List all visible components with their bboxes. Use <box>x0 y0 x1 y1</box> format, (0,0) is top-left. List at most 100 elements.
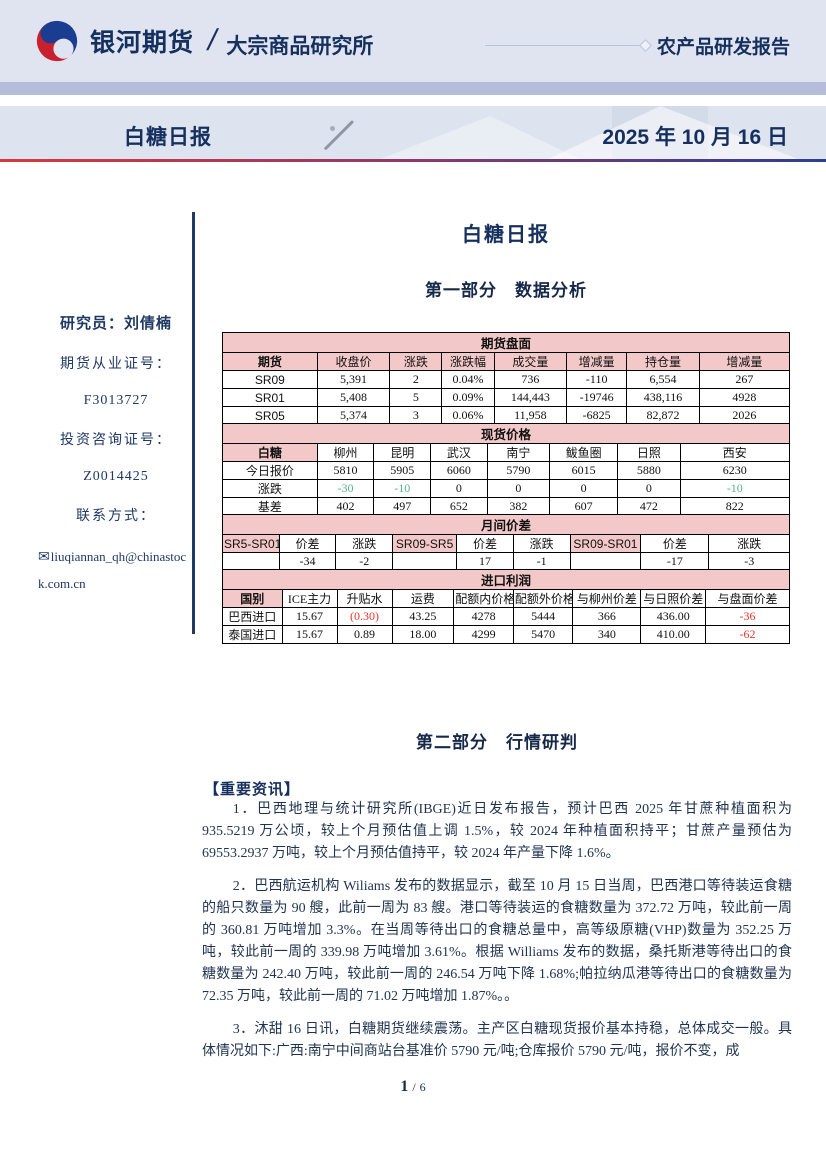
col-header: 增减量 <box>566 352 628 371</box>
col-header: 与日照价差 <box>640 589 707 608</box>
advisor-cert-number: Z0014425 <box>83 469 149 484</box>
cell: 0 <box>430 479 488 498</box>
cell: 0.06% <box>441 406 495 425</box>
col-header: 运费 <box>391 589 455 608</box>
report-title: 白糖日报 <box>124 126 212 149</box>
col-header: 收盘价 <box>316 352 391 371</box>
cell: 15.67 <box>281 625 338 644</box>
cell: -36 <box>705 607 790 626</box>
contract-name: SR01 <box>222 388 318 407</box>
futures-table: 期货盘面 期货 收盘价 涨跌 涨跌幅 成交量 增减量 持仓量 增减量 SR09 … <box>222 332 791 425</box>
col-header: 鲅鱼圈 <box>549 443 619 462</box>
col-header: 武汉 <box>430 443 488 462</box>
decorative-line <box>484 45 640 46</box>
col-header: 白糖 <box>222 443 318 462</box>
cell: -17 <box>640 552 710 571</box>
col-header: 涨跌 <box>389 352 443 371</box>
col-header: 与盘面价差 <box>705 589 790 608</box>
col-header: 期货 <box>222 352 318 371</box>
col-header: ICE主力 <box>281 589 338 608</box>
section2-title: 第二部分 行情研判 <box>416 733 578 752</box>
table-row: SR01 5,408 5 0.09% 144,443 -19746 438,11… <box>222 388 791 407</box>
table-row: SR09 5,391 2 0.04% 736 -110 6,554 267 <box>222 370 791 389</box>
page-title: 白糖日报 <box>462 224 550 246</box>
cell: 0 <box>617 479 681 498</box>
report-type-label: 农产品研发报告 <box>656 37 790 58</box>
cell: 4928 <box>698 388 791 407</box>
top-header: 银河期货 / 大宗商品研究所 农产品研发报告 <box>0 0 826 82</box>
brand-divider: / <box>204 24 220 57</box>
table-row: 泰国进口 15.67 0.89 18.00 4299 5470 340 410.… <box>222 625 790 644</box>
cell: 5,374 <box>316 406 391 425</box>
page-number: 1 / 6 <box>0 1078 826 1096</box>
col-header: 昆明 <box>373 443 432 462</box>
col-header: 南宁 <box>486 443 551 462</box>
table-row: 基差 402 497 652 382 607 472 822 <box>222 497 790 516</box>
col-header: 柳州 <box>316 443 375 462</box>
cell: 607 <box>549 497 619 516</box>
cell: 43.25 <box>391 607 455 626</box>
sidebar-divider <box>192 212 195 634</box>
researcher-name: 研究员：刘倩楠 <box>59 315 172 332</box>
month-spread-table: 月间价差 SR5-SR01 价差 涨跌 SR09-SR5 价差 涨跌 SR09-… <box>222 514 790 571</box>
cell: (0.30) <box>336 607 393 626</box>
spot-band-title: 现货价格 <box>222 423 790 444</box>
email-address: liuqiannan_qh@chinastock.com.cn <box>38 549 187 591</box>
spread-band-row: 月间价差 <box>222 514 790 535</box>
important-news-heading: 【重要资讯】 <box>204 782 301 798</box>
cell: 5880 <box>617 461 681 480</box>
contact-email[interactable]: ✉liuqiannan_qh@chinastock.com.cn <box>38 545 194 596</box>
futures-band-title: 期货盘面 <box>222 332 790 353</box>
cell: 340 <box>572 625 642 644</box>
cell: 5,391 <box>316 370 391 389</box>
col-header: 持仓量 <box>626 352 700 371</box>
header-accent-strip <box>0 82 826 95</box>
spot-header-row: 白糖 柳州 昆明 武汉 南宁 鲅鱼圈 日照 西安 <box>222 443 790 462</box>
cell: 5 <box>389 388 443 407</box>
col-header: 价差 <box>640 534 710 553</box>
cell: 0.89 <box>336 625 393 644</box>
cell: 6060 <box>430 461 488 480</box>
spread-header-row: SR5-SR01 价差 涨跌 SR09-SR5 价差 涨跌 SR09-SR01 … <box>222 534 790 553</box>
division-name: 大宗商品研究所 <box>226 35 374 58</box>
cell: 82,872 <box>626 406 700 425</box>
spread-pair-label: SR5-SR01 <box>222 534 280 553</box>
cell: 382 <box>486 497 551 516</box>
cell: 267 <box>698 370 791 389</box>
news-paragraph: 3．沐甜 16 日讯，白糖期货继续震荡。主产区白糖现货报价基本持稳，总体成交一般… <box>202 1022 792 1059</box>
contact-label: 联系方式： <box>76 509 156 524</box>
row-label: 基差 <box>222 497 318 516</box>
section1-title: 第一部分 数据分析 <box>425 281 587 300</box>
futures-header-row: 期货 收盘价 涨跌 涨跌幅 成交量 增减量 持仓量 增减量 <box>222 352 791 371</box>
cell: 5905 <box>373 461 432 480</box>
spread-pair-label: SR09-SR01 <box>569 534 642 553</box>
mail-icon: ✉ <box>38 550 50 565</box>
cell: 438,116 <box>626 388 700 407</box>
cell: 652 <box>430 497 488 516</box>
cell: 472 <box>617 497 681 516</box>
import-header-row: 国别 ICE主力 升贴水 运费 配额内价格 配额外价格 与柳州价差 与日照价差 … <box>222 589 790 608</box>
col-header: 西安 <box>679 443 790 462</box>
cell: -62 <box>705 625 790 644</box>
advisor-cert-label: 投资咨询证号： <box>60 433 172 448</box>
cell: 4299 <box>453 625 514 644</box>
cell: 15.67 <box>281 607 338 626</box>
cell: -6825 <box>566 406 628 425</box>
cell: 6015 <box>549 461 619 480</box>
cell: 736 <box>493 370 568 389</box>
brand-name: 银河期货 <box>90 29 195 57</box>
col-header: 涨跌 <box>708 534 790 553</box>
cell: -34 <box>278 552 337 571</box>
cell: 5810 <box>316 461 375 480</box>
cell: -1 <box>512 552 571 571</box>
cell: 5470 <box>512 625 574 644</box>
total-pages: 6 <box>419 1080 426 1094</box>
futures-band-row: 期货盘面 <box>222 332 790 353</box>
cell: 2 <box>389 370 443 389</box>
cell: 5790 <box>486 461 551 480</box>
cell <box>222 552 280 571</box>
pencil-icon <box>323 120 355 151</box>
cell: 6,554 <box>626 370 700 389</box>
cell <box>569 552 642 571</box>
cell: 0.09% <box>441 388 495 407</box>
